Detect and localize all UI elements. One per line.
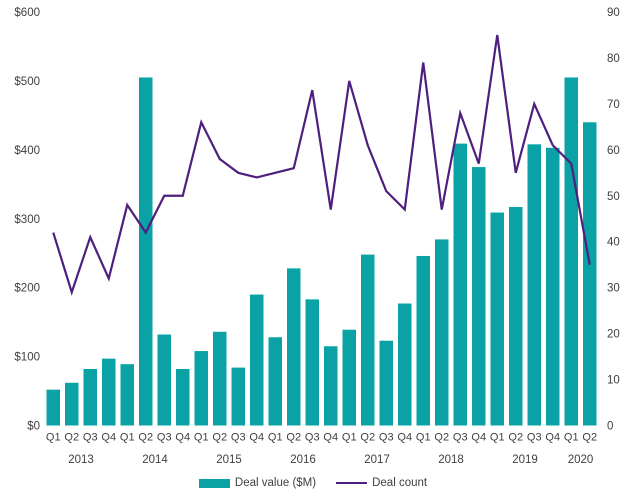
x-axis-quarter-label: Q1 [342,432,357,444]
left-axis-tick-label: $400 [14,145,40,157]
deal-value-bar [472,167,486,426]
deal-value-bar [65,382,79,426]
x-axis-quarter-label: Q1 [46,432,61,444]
x-axis-quarter-label: Q4 [175,432,190,444]
deal-value-bar [564,77,578,426]
x-axis-year-label: 2016 [290,454,316,466]
x-axis-quarter-label: Q2 [434,432,449,444]
right-axis-tick-label: 90 [607,7,620,19]
deal-value-bar [546,147,560,426]
deal-value-bar [305,299,319,426]
x-axis-year-label: 2017 [364,454,390,466]
left-axis-tick-label: $0 [27,421,40,433]
deal-count-swatch-icon [336,481,368,485]
left-axis-tick-label: $100 [14,352,40,364]
deal-value-bar [46,389,60,426]
x-axis-quarter-label: Q2 [286,432,301,444]
x-axis-quarter-label: Q2 [582,432,597,444]
deal-value-bar [361,254,375,426]
x-axis-year-label: 2013 [68,454,94,466]
legend: Deal value ($M) Deal count [0,473,626,493]
right-axis-tick-label: 70 [607,99,620,111]
x-axis-quarter-label: Q3 [527,432,542,444]
deal-value-bar [324,346,338,426]
deal-value-bar [453,143,467,426]
deal-value-bar [213,331,227,426]
x-axis-quarter-label: Q1 [194,432,209,444]
deal-value-bar [83,368,97,426]
x-axis-year-label: 2018 [438,454,464,466]
deal-value-bar [398,303,412,426]
deal-value-bar [120,364,134,426]
legend-deal-value-label: Deal value ($M) [234,477,317,489]
deal-value-bar [157,334,171,426]
legend-item-deal-count: Deal count [336,477,427,489]
right-axis-tick-label: 60 [607,145,620,157]
deal-value-bar [268,337,282,426]
x-axis-quarter-label: Q4 [101,432,116,444]
x-axis-quarter-label: Q4 [397,432,412,444]
deal-value-bar [250,294,264,426]
deal-value-bar [139,77,153,426]
left-axis-tick-label: $200 [14,283,40,295]
x-axis-quarter-label: Q2 [212,432,227,444]
x-axis-quarter-label: Q2 [64,432,79,444]
deal-value-bar [231,367,245,426]
x-axis-quarter-label: Q3 [379,432,394,444]
x-axis-quarter-label: Q4 [545,432,560,444]
deal-value-bar [342,329,356,426]
deal-value-bar [416,255,430,426]
deal-value-bar [379,340,393,426]
right-axis-tick-label: 30 [607,283,620,295]
right-axis-tick-label: 0 [607,421,613,433]
x-axis-quarter-label: Q3 [231,432,246,444]
x-axis-quarter-label: Q4 [323,432,338,444]
x-axis-quarter-label: Q2 [508,432,523,444]
legend-item-deal-value: Deal value ($M) [198,477,317,489]
x-axis-quarter-label: Q1 [268,432,283,444]
x-axis-quarter-label: Q1 [120,432,135,444]
deal-value-bar [102,358,116,426]
x-axis-quarter-label: Q3 [157,432,172,444]
right-axis-tick-label: 20 [607,329,620,341]
deal-value-bar [527,144,541,426]
right-axis-tick-label: 50 [607,191,620,203]
x-axis-quarter-label: Q1 [490,432,505,444]
x-axis-quarter-label: Q2 [138,432,153,444]
legend-deal-count-label: Deal count [372,477,428,489]
x-axis-quarter-label: Q3 [453,432,468,444]
x-axis-quarter-label: Q4 [249,432,264,444]
right-axis-tick-label: 40 [607,237,620,249]
deal-value-bar [435,239,449,426]
deal-value-bar [287,268,301,426]
x-axis-quarter-label: Q3 [83,432,98,444]
deal-value-swatch-icon [198,478,230,488]
combo-chart-canvas: $0 $100 $200 $300 $400 $500 $600 0 10 20 30 40 50 60 7… [14,7,620,466]
x-axis-quarter-label: Q4 [471,432,486,444]
x-axis-quarter-label: Q1 [416,432,431,444]
left-axis-tick-label: $300 [14,214,40,226]
right-axis-tick-label: 80 [607,53,620,65]
right-axis-tick-label: 10 [607,375,620,387]
deal-value-bar [509,207,523,426]
deal-count-line [52,34,591,296]
deal-value-bar [490,212,504,426]
left-axis-tick-label: $600 [14,7,40,19]
deal-value-bar [176,368,190,426]
x-axis-year-label: 2014 [142,454,168,466]
x-axis-quarter-label: Q2 [360,432,375,444]
x-axis-year-label: 2019 [512,454,538,466]
left-axis-tick-label: $500 [14,76,40,88]
x-axis-quarter-label: Q3 [305,432,320,444]
deal-value-bar [194,351,208,426]
x-axis-quarter-label: Q1 [564,432,579,444]
deal-value-bar [583,122,597,426]
x-axis-year-label: 2020 [568,454,594,466]
x-axis-year-label: 2015 [216,454,242,466]
